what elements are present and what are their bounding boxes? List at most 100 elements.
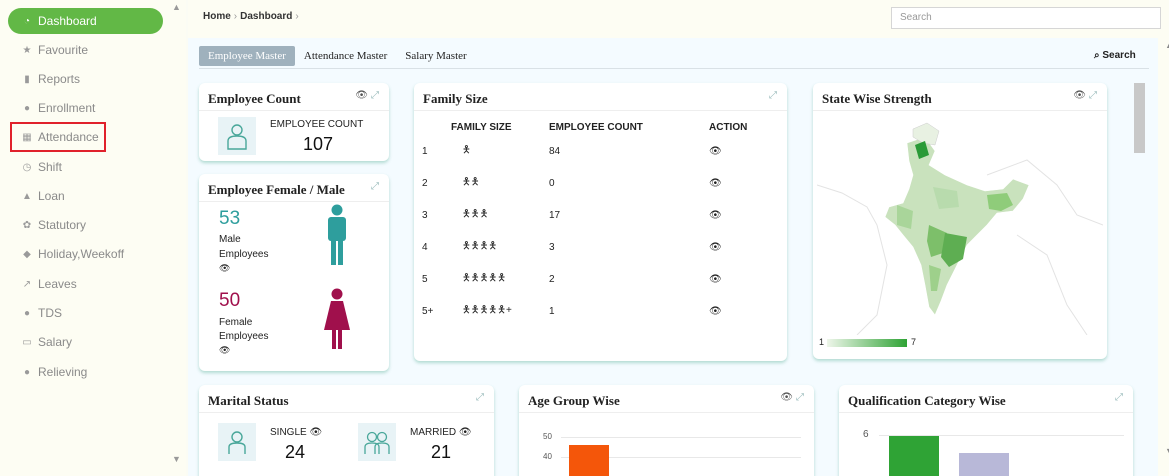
india-map[interactable] <box>817 115 1103 335</box>
sidebar-item-dashboard[interactable]: ◔ Dashboard <box>8 8 163 34</box>
employee-count-value: 107 <box>303 134 334 154</box>
sidebar-item-label: Dashboard <box>38 14 97 28</box>
female-label: Female <box>219 317 253 328</box>
employee-icon <box>218 117 256 155</box>
female-count: 50 <box>219 290 241 311</box>
search-link-label: Search <box>1102 50 1136 61</box>
employee-count-label: EMPLOYEE COUNT <box>270 119 364 130</box>
table-row: 2 🯅🯅 0 👁 <box>414 167 769 199</box>
sidebar-item-loan[interactable]: ▲ Loan <box>8 183 163 209</box>
sidebar-item-favourite[interactable]: ★ Favourite <box>8 37 163 63</box>
eye-icon[interactable]: 👁 <box>709 241 722 253</box>
employee-count-value: 1 <box>549 305 555 317</box>
tab-attendance-master[interactable]: Attendance Master <box>303 50 388 62</box>
male-label: Male <box>219 234 241 245</box>
sidebar-item-holiday-weekoff[interactable]: ◆ Holiday,Weekoff <box>8 241 163 267</box>
sidebar-scroll-up-icon[interactable]: ▲ <box>172 2 181 12</box>
qualification-card: Qualification Category Wise ⤢ 6 <box>839 385 1133 476</box>
gridline <box>561 437 801 438</box>
expand-icon[interactable]: ⤢ <box>796 392 804 403</box>
sidebar-item-label: Loan <box>38 189 65 203</box>
employee-count-value: 84 <box>549 145 561 157</box>
eye-icon[interactable]: 👁 <box>709 177 722 189</box>
bar[interactable] <box>959 453 1009 476</box>
eye-icon[interactable]: 👁 <box>355 90 368 101</box>
drop-icon: ● <box>23 307 31 319</box>
marital-status-card: Marital Status ⤢ SINGLE 👁 24 MARRIED 👁 2… <box>199 385 494 476</box>
sidebar-scroll-down-icon[interactable]: ▼ <box>172 454 181 464</box>
tab-salary-master[interactable]: Salary Master <box>405 50 467 62</box>
eye-icon[interactable]: 👁 <box>780 392 793 403</box>
bar[interactable] <box>569 445 609 476</box>
column-header: EMPLOYEE COUNT <box>549 121 643 133</box>
table-row: 4 🯅🯅🯅🯅 3 👁 <box>414 231 769 263</box>
family-size-value: 1 <box>422 145 428 157</box>
eye-icon[interactable]: 👁 <box>458 427 472 438</box>
tag-icon: ◆ <box>23 248 31 260</box>
sidebar-item-label: Relieving <box>38 365 88 379</box>
state-wise-card: State Wise Strength 👁 ⤢ 1 7 <box>813 83 1107 359</box>
family-size-value: 5 <box>422 273 428 285</box>
sidebar-item-label: Holiday,Weekoff <box>38 247 125 261</box>
sidebar-item-attendance[interactable]: ▦ Attendance <box>10 122 106 152</box>
clock-icon: ◷ <box>22 161 32 173</box>
family-figures-icon: 🯅🯅🯅🯅 <box>462 240 498 252</box>
sidebar-item-leaves[interactable]: ↗ Leaves <box>8 271 163 297</box>
dashboard-content: Employee Master Attendance Master Salary… <box>188 38 1158 476</box>
eye-icon[interactable]: 👁 <box>219 263 231 273</box>
y-tick-label: 6 <box>863 429 869 440</box>
bar[interactable] <box>889 436 939 476</box>
search-input[interactable]: Search <box>891 7 1161 29</box>
sidebar-item-reports[interactable]: ▮ Reports <box>8 66 163 92</box>
eye-icon[interactable]: 👁 <box>709 145 722 157</box>
card-title: Employee Count <box>208 91 301 106</box>
expand-icon[interactable]: ⤢ <box>371 90 379 101</box>
breadcrumb-dashboard[interactable]: Dashboard <box>240 11 293 22</box>
gear-icon: ✿ <box>22 219 32 231</box>
expand-icon[interactable]: ⤢ <box>1089 90 1097 101</box>
sidebar-item-salary[interactable]: ▭ Salary <box>8 329 163 355</box>
female-figure-icon <box>324 288 350 349</box>
sidebar-item-statutory[interactable]: ✿ Statutory <box>8 212 163 238</box>
expand-icon[interactable]: ⤢ <box>476 392 484 403</box>
sidebar-item-enrollment[interactable]: ● Enrollment <box>8 95 163 121</box>
external-link-icon: ↗ <box>22 278 32 290</box>
sidebar-item-tds[interactable]: ● TDS <box>8 300 163 326</box>
tab-employee-master[interactable]: Employee Master <box>199 46 295 66</box>
breadcrumb-home[interactable]: Home <box>203 11 231 22</box>
scroll-down-icon[interactable]: ▼ <box>1165 446 1169 456</box>
family-figures-icon: 🯅🯅🯅 <box>462 208 489 220</box>
card-title: Marital Status <box>208 393 289 408</box>
legend-min: 1 <box>819 337 825 347</box>
y-tick-label: 50 <box>543 432 552 441</box>
chevron-right-icon: › <box>295 11 299 22</box>
eye-icon[interactable]: 👁 <box>709 209 722 221</box>
eye-icon[interactable]: 👁 <box>1073 90 1086 101</box>
eye-icon[interactable]: 👁 <box>219 345 231 355</box>
card-title: State Wise Strength <box>822 91 932 106</box>
search-link[interactable]: ⌕ Search <box>1094 50 1136 61</box>
sidebar-item-relieving[interactable]: ● Relieving <box>8 359 163 385</box>
sidebar-item-shift[interactable]: ◷ Shift <box>8 154 163 180</box>
scrollbar-thumb[interactable] <box>1134 83 1145 153</box>
expand-icon[interactable]: ⤢ <box>371 181 379 192</box>
card-title: Employee Female / Male <box>208 182 345 197</box>
sidebar: ◔ Dashboard ★ Favourite ▮ Reports ● Enrollme… <box>0 0 186 476</box>
calendar-icon: ▦ <box>22 131 32 143</box>
tab-divider <box>199 68 1149 69</box>
male-figure-icon <box>328 204 346 265</box>
eye-icon[interactable]: 👁 <box>309 427 323 438</box>
married-count: 21 <box>431 442 452 462</box>
expand-icon[interactable]: ⤢ <box>769 90 777 101</box>
chevron-right-icon: › <box>233 11 238 22</box>
scroll-up-icon[interactable]: ▲ <box>1165 40 1169 50</box>
expand-icon[interactable]: ⤢ <box>1115 392 1123 403</box>
male-count: 53 <box>219 208 241 229</box>
family-size-value: 5+ <box>422 305 434 317</box>
gender-card: Employee Female / Male ⤢ 53 Male Employe… <box>199 174 389 371</box>
single-label: SINGLE 👁 <box>270 427 323 438</box>
eye-icon[interactable]: 👁 <box>709 273 722 285</box>
user-icon: ● <box>23 102 31 114</box>
sidebar-item-label: Favourite <box>38 43 89 57</box>
eye-icon[interactable]: 👁 <box>709 305 722 317</box>
